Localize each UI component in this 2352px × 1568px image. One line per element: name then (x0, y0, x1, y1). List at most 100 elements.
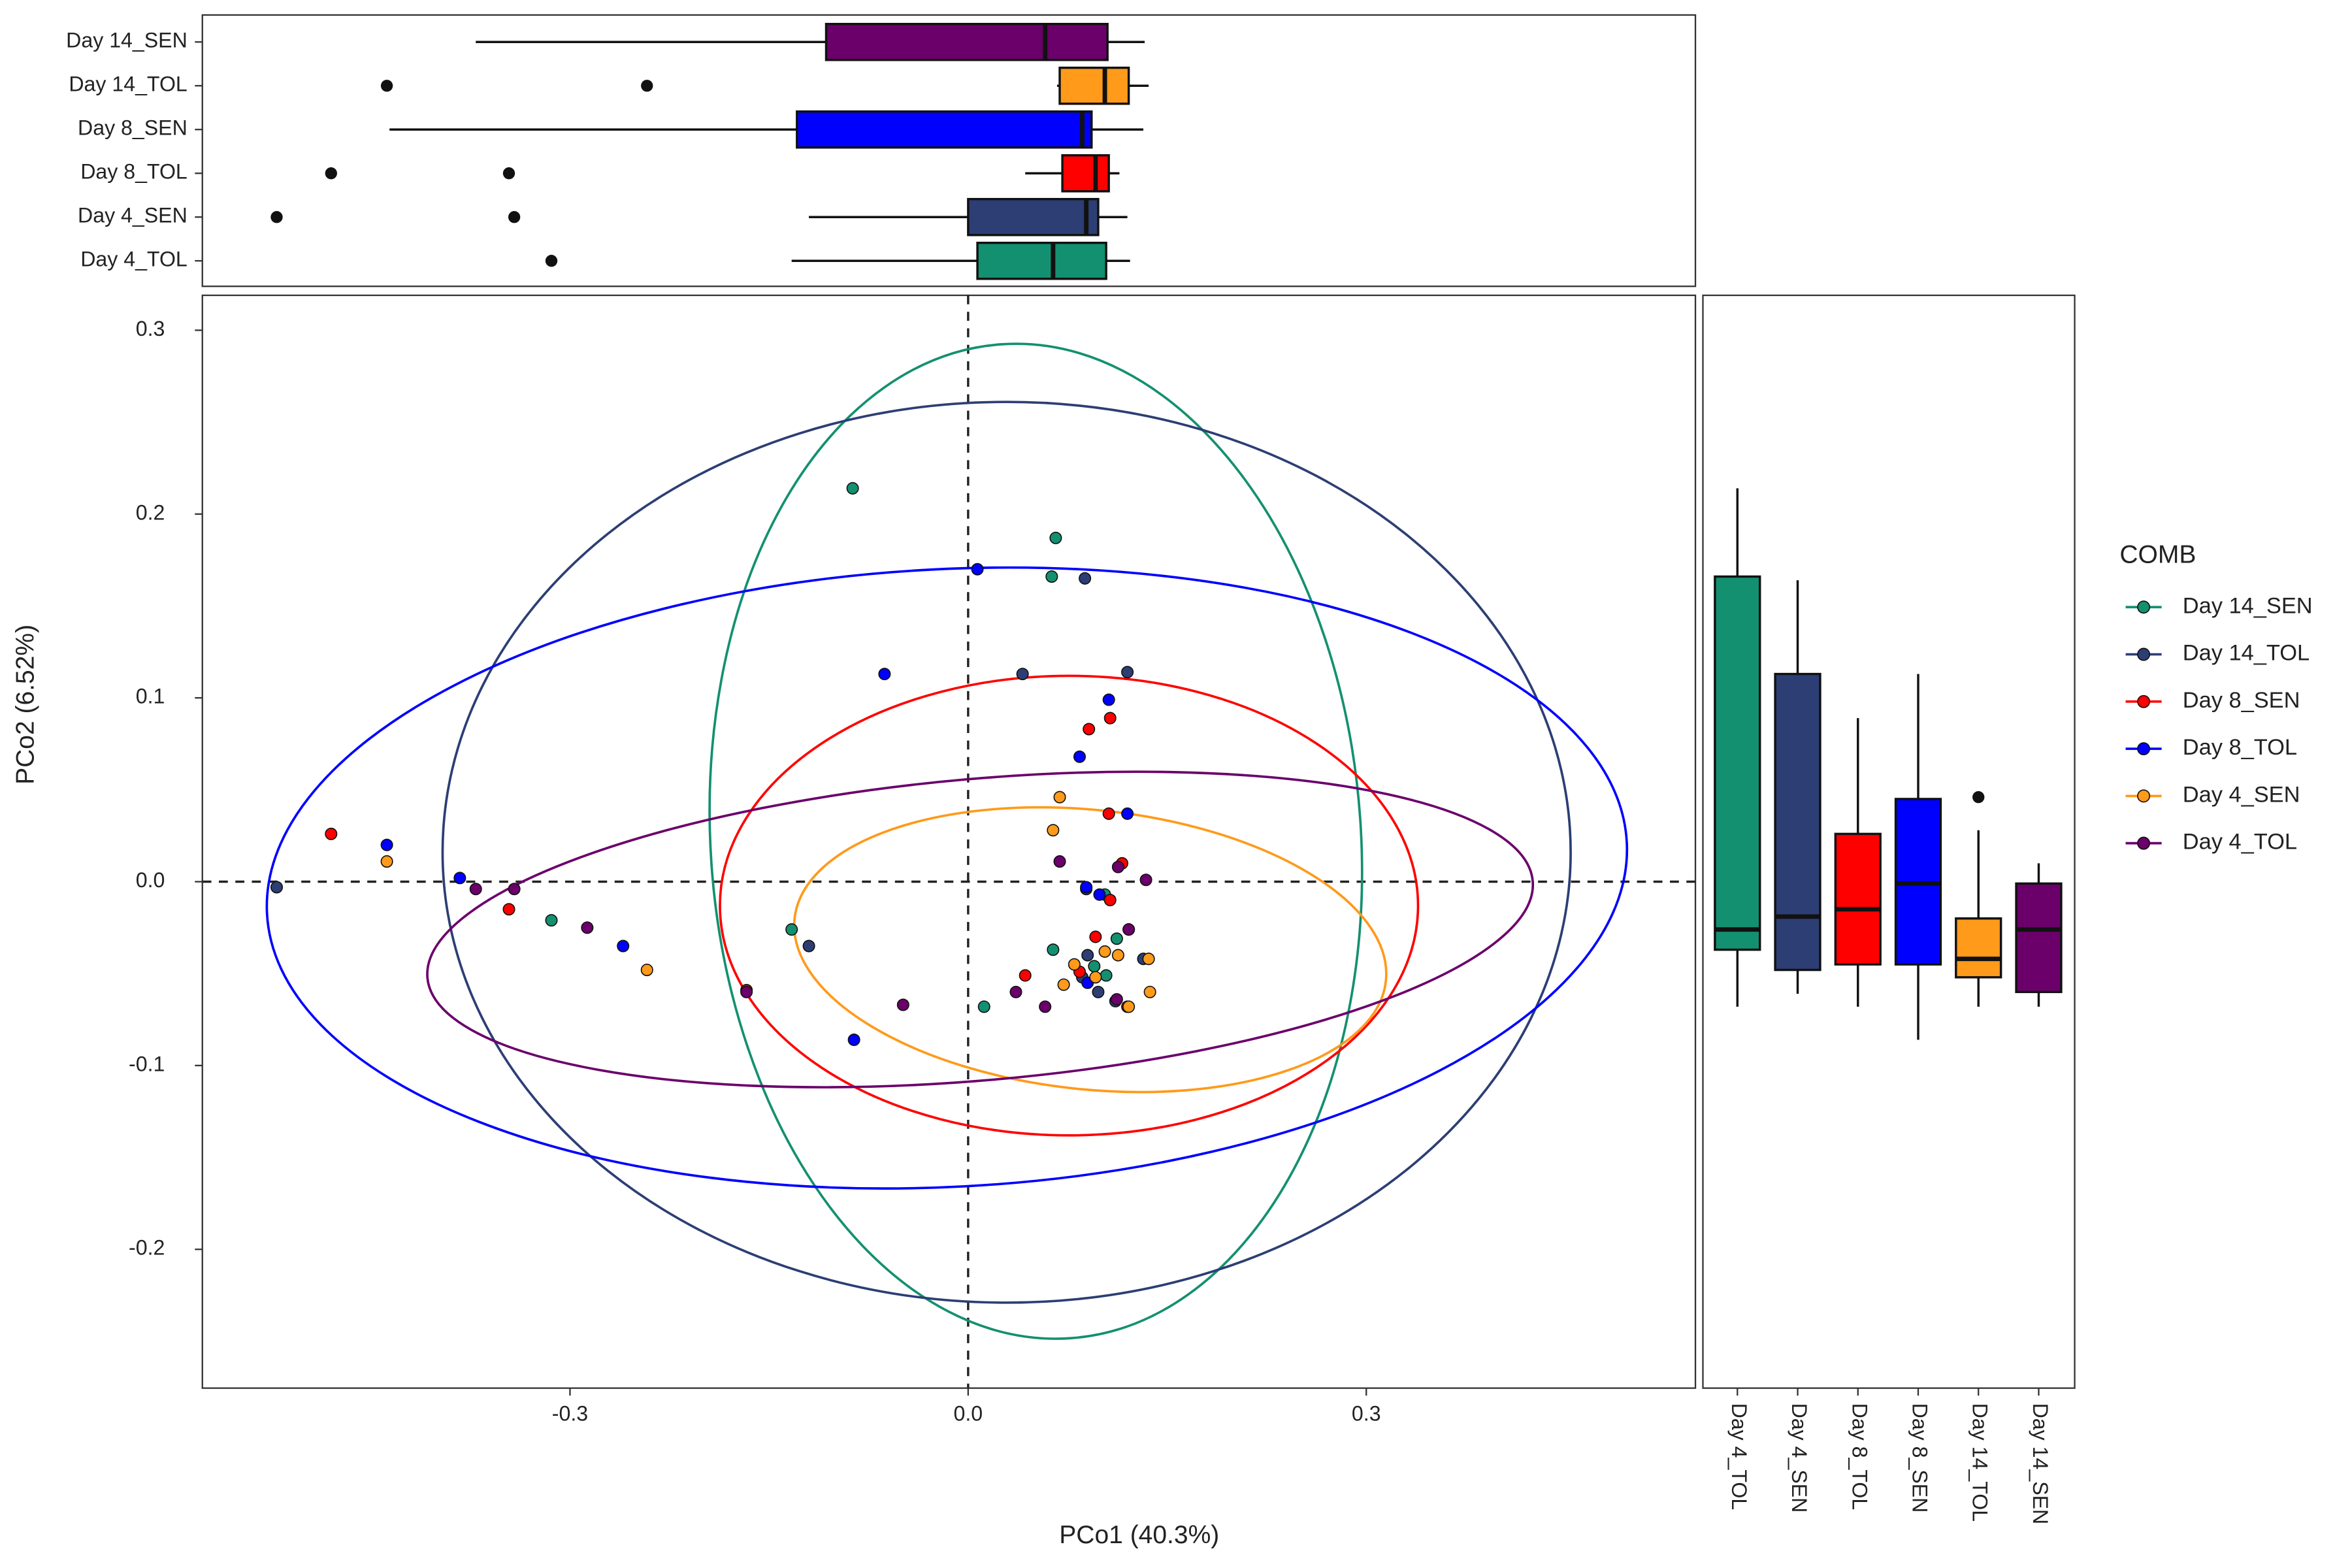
data-point (1122, 1000, 1135, 1013)
x-tick-label: Day 8_SEN (1908, 1403, 1932, 1513)
legend-label: Day 8_TOL (2183, 735, 2297, 760)
data-point (1143, 985, 1156, 998)
y-tick-label: Day 14_SEN (66, 29, 188, 52)
data-point (617, 939, 630, 953)
data-point (1100, 969, 1113, 982)
outlier (270, 211, 283, 223)
legend-marker (2137, 694, 2151, 708)
outlier (502, 167, 515, 180)
data-point (640, 964, 653, 977)
x-axis-title: PCo1 (40.3%) (1059, 1521, 1219, 1549)
data-point (1057, 978, 1070, 991)
data-point (1139, 874, 1152, 887)
y-tick-label: 0.3 (136, 317, 165, 340)
data-point (1049, 531, 1062, 544)
legend-label: Day 8_SEN (2183, 688, 2300, 713)
data-point (1093, 888, 1106, 901)
y-tick-label: 0.2 (136, 500, 165, 524)
data-point (1053, 791, 1066, 804)
data-point (846, 482, 859, 495)
legend-label: Day 4_TOL (2183, 830, 2297, 855)
y-axis-title: PCo2 (6.52%) (12, 625, 40, 785)
x-tick-label: -0.3 (552, 1401, 588, 1425)
data-point (1103, 894, 1117, 907)
legend-marker (2137, 789, 2151, 803)
box (796, 110, 1093, 149)
data-point (1053, 855, 1066, 868)
data-point (380, 838, 393, 851)
data-point (380, 855, 393, 868)
data-point (1089, 971, 1102, 984)
data-point (1016, 668, 1029, 681)
top-panel (201, 14, 1697, 287)
data-point (1079, 572, 1092, 585)
box (976, 241, 1107, 280)
data-point (1092, 985, 1105, 998)
box (1061, 154, 1110, 193)
data-point (1039, 1000, 1052, 1013)
data-point (785, 923, 798, 936)
y-tick-label: Day 4_SEN (78, 204, 188, 227)
data-point (896, 998, 909, 1011)
data-point (1121, 666, 1134, 679)
x-tick-label: Day 4_TOL (1727, 1403, 1751, 1511)
outlier (641, 80, 653, 92)
data-point (1110, 932, 1123, 945)
y-tick-label: -0.2 (129, 1236, 165, 1260)
data-point (453, 872, 466, 885)
data-point (1047, 824, 1060, 837)
data-point (740, 985, 753, 998)
confidence-ellipse (441, 400, 1572, 1304)
data-point (270, 881, 284, 894)
box (1834, 832, 1882, 966)
data-point (878, 668, 891, 681)
data-point (1122, 923, 1135, 936)
y-tick-label: 0.0 (136, 868, 165, 892)
outlier (508, 211, 521, 223)
data-point (1111, 860, 1124, 874)
data-point (1102, 807, 1115, 820)
y-tick-label: Day 14_TOL (69, 73, 187, 96)
data-point (1142, 953, 1155, 966)
y-tick-label: -0.1 (129, 1052, 165, 1075)
data-point (847, 1033, 860, 1047)
legend-marker (2137, 836, 2151, 850)
confidence-ellipse (426, 770, 1535, 1088)
data-point (545, 914, 558, 927)
data-point (1081, 949, 1094, 962)
data-point (1019, 969, 1032, 982)
box (1058, 66, 1130, 105)
outlier (545, 255, 558, 267)
data-point (325, 827, 338, 840)
data-point (1088, 960, 1101, 973)
data-point (1083, 723, 1096, 736)
y-tick-label: 0.1 (136, 685, 165, 708)
data-point (1103, 711, 1117, 725)
data-point (502, 903, 515, 916)
data-point (1098, 945, 1111, 958)
data-point (971, 563, 984, 576)
legend-label: Day 4_SEN (2183, 782, 2300, 807)
x-tick-label: Day 14_TOL (1968, 1403, 1992, 1522)
confidence-ellipse (265, 566, 1629, 1190)
data-point (581, 921, 594, 934)
data-point (1045, 570, 1058, 583)
box (1955, 917, 2002, 979)
data-point (1110, 993, 1123, 1006)
confidence-ellipse (708, 342, 1364, 1340)
legend-marker (2137, 600, 2151, 614)
data-point (508, 883, 521, 896)
y-tick-label: Day 8_SEN (78, 116, 188, 140)
data-point (1009, 985, 1022, 998)
box (2015, 882, 2063, 994)
x-tick-label: 0.3 (1352, 1401, 1381, 1425)
data-point (1089, 930, 1102, 943)
outlier (380, 80, 393, 92)
legend-title: COMB (2119, 541, 2196, 569)
x-tick-label: 0.0 (954, 1401, 983, 1425)
box (967, 197, 1100, 237)
y-tick-label: Day 4_TOL (80, 248, 188, 271)
main-panel (201, 294, 1697, 1389)
